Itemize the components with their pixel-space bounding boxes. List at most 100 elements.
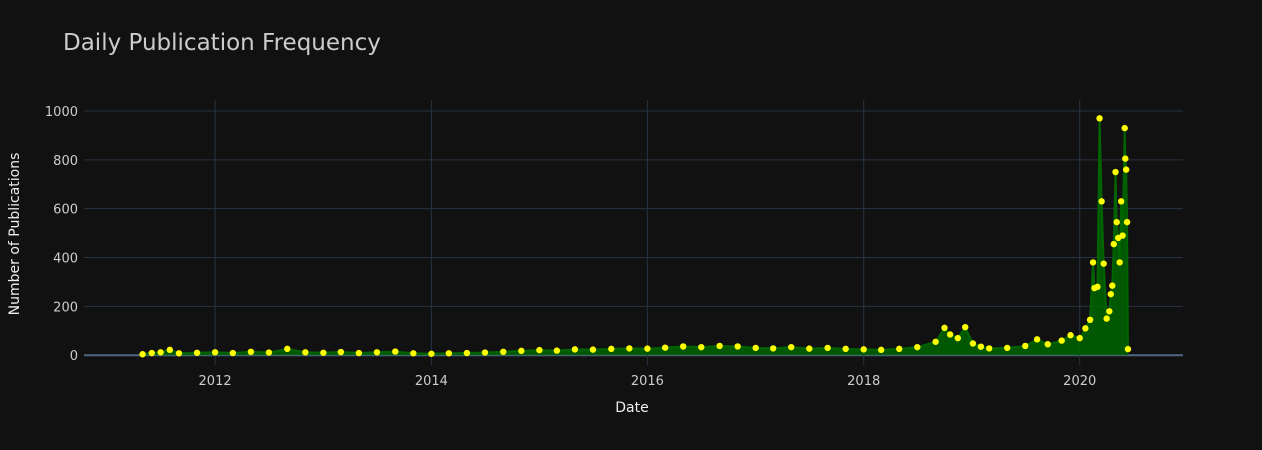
data-point — [1109, 282, 1116, 289]
x-tick-label: 2016 — [631, 374, 664, 389]
data-point — [946, 331, 954, 338]
data-point — [769, 345, 777, 352]
x-tick-label: 2014 — [415, 374, 448, 389]
data-point — [941, 324, 948, 332]
data-point — [954, 334, 962, 342]
data-point — [410, 350, 417, 357]
data-point — [553, 347, 561, 354]
data-point — [716, 342, 723, 350]
data-point — [428, 350, 435, 357]
data-point — [1022, 342, 1029, 350]
data-point — [1113, 218, 1120, 226]
data-point — [1117, 198, 1125, 205]
data-point — [977, 343, 985, 350]
data-point — [320, 349, 327, 356]
data-point — [1100, 260, 1107, 267]
data-point — [1094, 283, 1101, 291]
data-point — [571, 346, 579, 353]
data-point — [175, 350, 183, 357]
x-axis-label: Date — [615, 400, 648, 416]
data-point — [608, 345, 615, 353]
data-point — [247, 348, 255, 356]
data-point — [229, 349, 237, 357]
data-point — [752, 344, 759, 352]
data-point — [284, 345, 291, 353]
data-point — [860, 346, 867, 353]
data-point — [842, 345, 849, 353]
data-point — [518, 347, 525, 355]
data-point — [661, 344, 669, 351]
data-point — [302, 349, 309, 356]
data-point — [373, 349, 381, 356]
data-point — [962, 323, 969, 331]
chart-title: Daily Publication Frequency — [63, 30, 381, 56]
x-tick-label: 2012 — [199, 374, 232, 389]
data-point — [1098, 198, 1105, 205]
data-point — [211, 349, 219, 356]
data-point — [1122, 155, 1129, 162]
data-point — [824, 344, 831, 352]
data-point — [1086, 316, 1094, 324]
tick-label-layer: 0 200 400 600 800 1000 2012 2014 2016 2018 2020 — [45, 105, 1096, 389]
data-point — [1082, 325, 1089, 332]
data-point — [589, 346, 597, 353]
data-point — [1107, 290, 1114, 298]
data-point — [877, 346, 885, 354]
data-point — [1058, 337, 1065, 344]
y-tick-label: 200 — [53, 300, 78, 315]
data-point — [1089, 259, 1097, 266]
data-point — [1112, 168, 1119, 176]
data-point — [806, 345, 813, 352]
data-point — [1067, 332, 1074, 339]
data-point — [166, 346, 174, 354]
y-tick-label: 0 — [70, 349, 78, 364]
data-point — [896, 345, 903, 353]
data-point — [1121, 124, 1128, 132]
data-point — [157, 349, 164, 356]
data-point — [985, 345, 993, 352]
data-point — [1044, 341, 1051, 348]
data-point — [355, 349, 363, 357]
data-point — [932, 338, 939, 345]
data-point — [337, 348, 345, 356]
data-point — [1096, 115, 1103, 122]
y-tick-label: 1000 — [45, 105, 78, 120]
data-point — [644, 345, 651, 352]
data-point — [680, 343, 687, 350]
data-point — [1004, 344, 1011, 352]
x-tick-label: 2018 — [847, 374, 880, 389]
data-point — [500, 348, 507, 356]
data-point — [914, 343, 921, 351]
y-tick-label: 800 — [53, 154, 78, 169]
data-point — [788, 343, 795, 351]
data-point — [1076, 334, 1083, 342]
data-point — [139, 351, 146, 358]
data-point — [1110, 240, 1117, 248]
data-point — [734, 343, 741, 350]
data-point — [626, 345, 633, 352]
y-axis-label: Number of Publications — [7, 153, 23, 316]
data-point — [1103, 315, 1110, 322]
data-point — [1122, 166, 1130, 173]
data-point — [463, 349, 471, 357]
x-tick-label: 2020 — [1063, 374, 1096, 389]
data-point — [536, 346, 543, 354]
data-point — [1033, 336, 1041, 343]
data-point — [445, 350, 453, 357]
series-marker-layer — [139, 115, 1132, 358]
data-point — [1124, 345, 1132, 353]
data-point — [148, 349, 155, 357]
data-point — [1106, 308, 1113, 315]
data-point — [265, 349, 273, 356]
y-tick-label: 400 — [53, 252, 78, 267]
data-point — [1123, 218, 1131, 226]
data-point — [193, 349, 201, 356]
data-point — [1119, 232, 1126, 239]
data-point — [481, 349, 489, 356]
data-point — [1116, 259, 1123, 266]
data-point — [969, 340, 977, 347]
data-point — [392, 348, 399, 355]
y-tick-label: 600 — [53, 203, 78, 218]
